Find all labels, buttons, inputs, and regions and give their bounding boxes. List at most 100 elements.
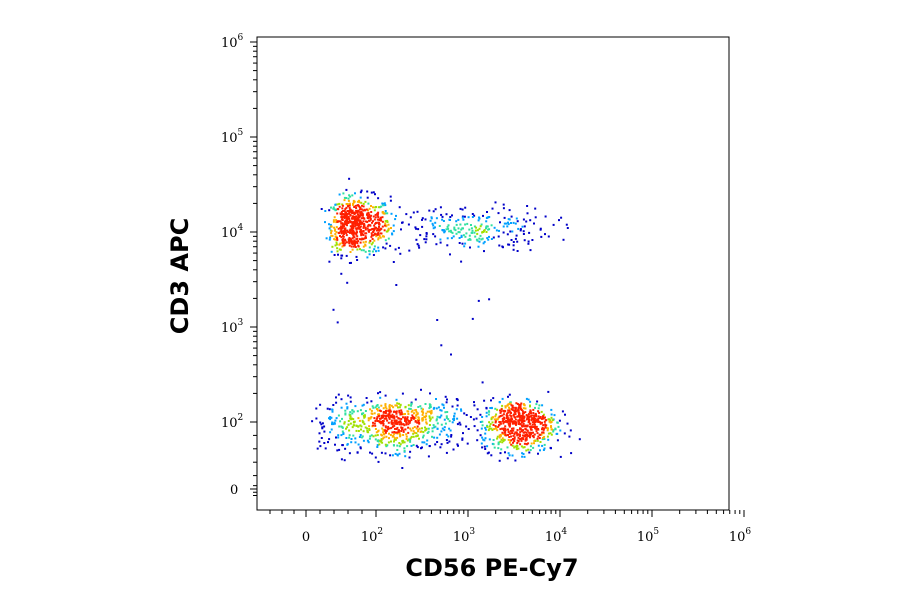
event-point	[488, 427, 491, 430]
event-point	[349, 415, 352, 418]
event-point	[348, 434, 351, 437]
event-point	[510, 418, 513, 421]
event-point	[377, 237, 380, 240]
event-point	[339, 242, 342, 245]
event-point	[472, 418, 475, 421]
event-point	[348, 212, 350, 215]
event-point	[328, 408, 331, 411]
event-point	[377, 430, 379, 433]
event-point	[330, 232, 333, 234]
event-point	[328, 209, 331, 212]
event-point	[405, 423, 408, 426]
event-point	[539, 441, 542, 443]
event-point	[332, 207, 335, 210]
event-point	[396, 453, 399, 456]
event-point	[344, 413, 347, 416]
event-point	[503, 427, 505, 430]
event-point	[418, 418, 421, 421]
event-point	[368, 437, 371, 440]
event-point	[487, 410, 490, 413]
event-point	[429, 392, 431, 395]
event-point	[517, 440, 520, 443]
event-point	[384, 412, 387, 414]
event-point	[523, 455, 526, 458]
event-point	[370, 434, 373, 437]
event-point	[400, 228, 402, 231]
event-point	[433, 426, 436, 429]
event-point	[340, 398, 343, 401]
event-point	[518, 421, 521, 424]
event-point	[446, 237, 449, 240]
event-point	[351, 222, 354, 225]
event-point	[490, 238, 493, 240]
event-point	[352, 233, 355, 236]
event-point	[448, 230, 451, 233]
event-point	[523, 239, 526, 242]
event-point	[502, 422, 505, 425]
event-point	[514, 407, 517, 410]
event-point	[436, 422, 439, 425]
event-point	[374, 406, 377, 409]
event-point	[502, 225, 505, 228]
event-point	[407, 426, 410, 429]
event-point	[340, 210, 343, 213]
event-point	[504, 433, 507, 436]
event-point	[349, 400, 352, 403]
event-point	[390, 419, 393, 422]
event-point	[409, 420, 412, 423]
event-point	[525, 418, 528, 421]
event-point	[508, 409, 511, 412]
event-point	[390, 404, 393, 407]
event-point	[480, 223, 483, 226]
event-point	[529, 400, 532, 403]
event-point	[503, 216, 506, 219]
event-point	[497, 212, 500, 215]
event-point	[390, 427, 393, 430]
event-point	[479, 413, 482, 416]
event-point	[413, 416, 416, 419]
event-point	[328, 227, 331, 230]
event-point	[412, 444, 415, 446]
event-point	[537, 419, 540, 422]
event-point	[368, 213, 371, 216]
event-point	[507, 428, 509, 431]
event-point	[395, 284, 398, 286]
event-point	[513, 432, 516, 435]
event-point	[341, 203, 344, 206]
event-point	[398, 442, 401, 444]
event-point	[362, 241, 365, 244]
event-point	[499, 428, 502, 431]
event-point	[355, 228, 358, 231]
event-point	[514, 431, 517, 434]
event-point	[390, 422, 393, 425]
event-point	[497, 425, 500, 428]
event-point	[330, 416, 333, 419]
event-point	[415, 427, 418, 430]
event-point	[549, 419, 552, 422]
event-point	[534, 421, 537, 423]
event-point	[484, 432, 487, 435]
event-point	[345, 437, 348, 439]
event-point	[538, 417, 541, 420]
event-point	[343, 217, 346, 219]
event-point	[360, 436, 363, 439]
event-point	[510, 415, 513, 418]
event-point	[340, 222, 343, 225]
event-point	[370, 211, 373, 213]
event-point	[460, 228, 463, 231]
event-point	[467, 216, 470, 219]
event-point	[359, 447, 362, 450]
event-point	[512, 438, 514, 440]
event-point	[521, 434, 524, 437]
event-point	[546, 427, 549, 430]
event-point	[369, 451, 371, 454]
event-point	[505, 420, 508, 422]
event-point	[347, 239, 350, 242]
event-point	[363, 224, 366, 227]
x-tick-label: 105	[637, 527, 660, 545]
event-point	[364, 226, 367, 229]
event-point	[346, 221, 349, 224]
event-point	[442, 404, 445, 407]
event-point	[364, 228, 367, 231]
event-point	[356, 242, 359, 245]
